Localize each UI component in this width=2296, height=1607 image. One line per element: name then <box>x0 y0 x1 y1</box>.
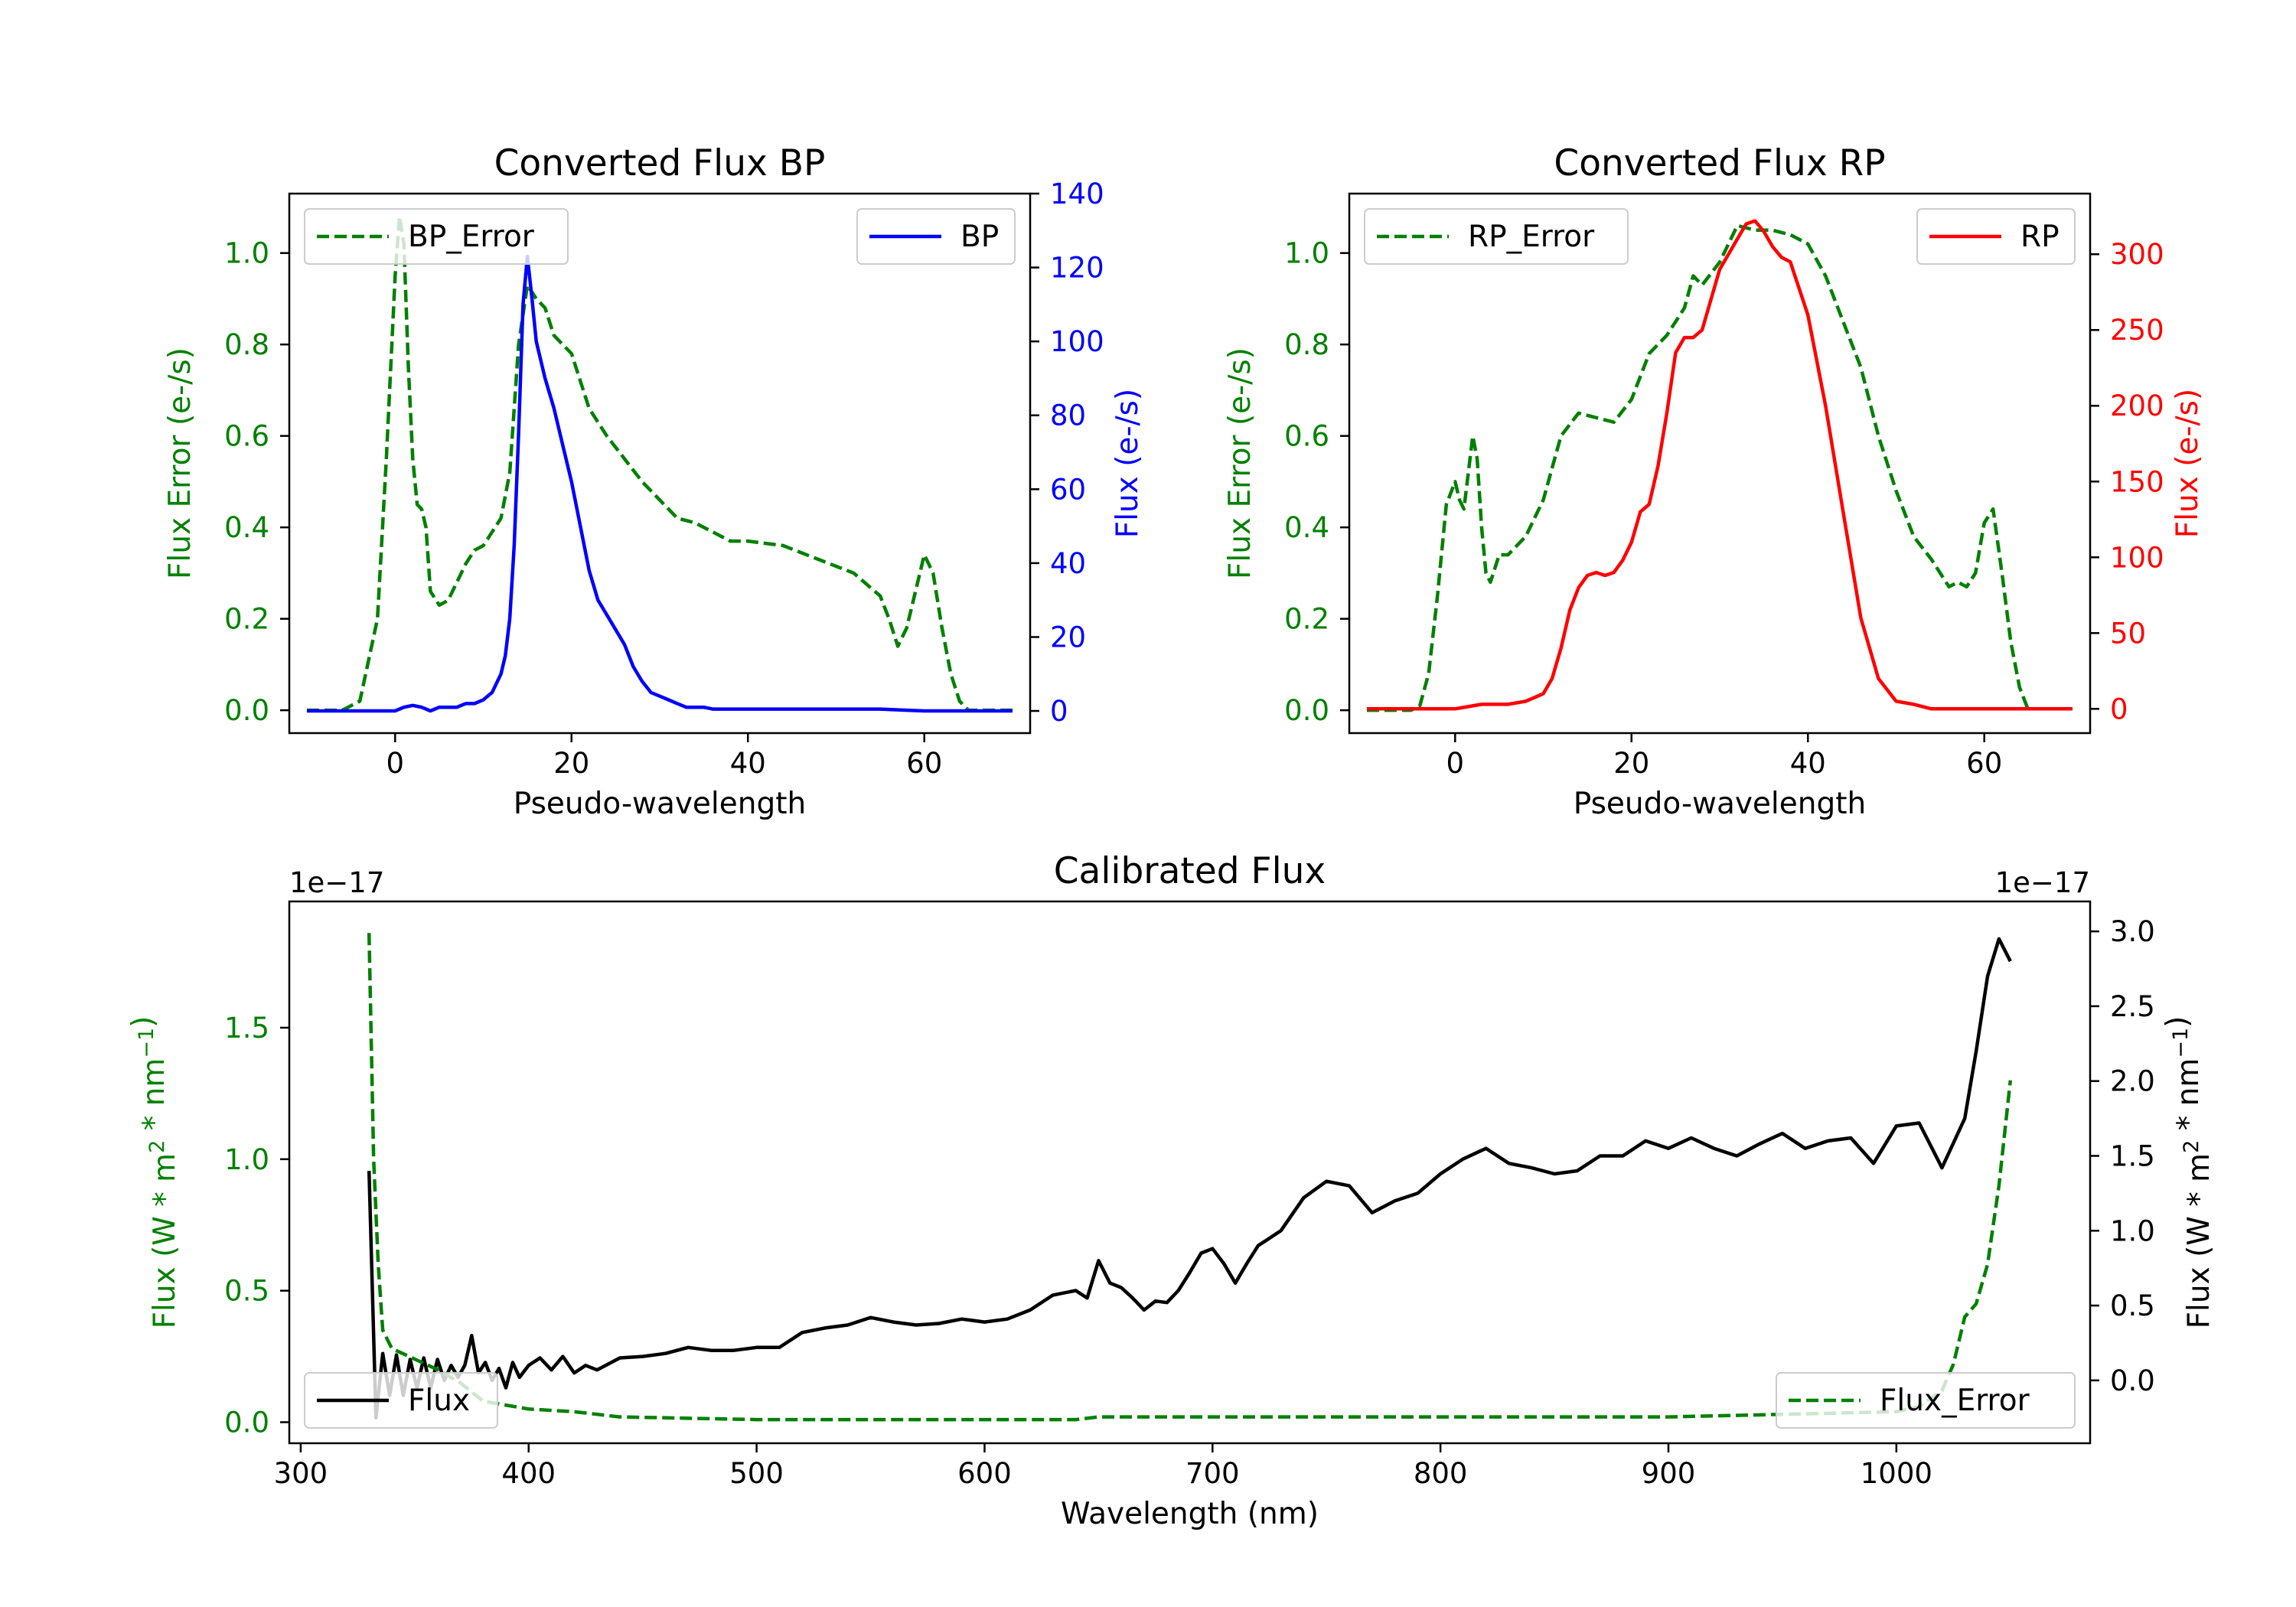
calibrated-left-tick-label: 1.0 <box>224 1143 269 1176</box>
legend-box <box>304 208 569 265</box>
bp-right-axis-label: Flux (e-/s) <box>1110 389 1145 538</box>
rp-x-axis-label: Pseudo-wavelength <box>1574 787 1866 821</box>
rp-legend-rp: RP <box>1916 208 2076 265</box>
calibrated-right-tick-label: 3.0 <box>2110 915 2155 948</box>
rp-series-rp-error-line <box>1367 223 2030 712</box>
bp-series-bp-error-line <box>307 214 1013 712</box>
bp-left-tick-label: 0.0 <box>224 694 269 727</box>
bp-right-tick-label: 40 <box>1050 547 1086 580</box>
legend-label: RP_Error <box>1468 220 1595 254</box>
calibrated-series-flux-error-line <box>367 933 2013 1422</box>
legend-label: Flux_Error <box>1880 1384 2030 1418</box>
rp-left-tick-label: 0.4 <box>1284 511 1329 544</box>
rp-left-tick-label: 0.8 <box>1284 328 1329 361</box>
bp-right-tick-label: 100 <box>1050 325 1104 358</box>
rp-left-tick-label: 0.6 <box>1284 420 1329 453</box>
rp-x-tick-label: 20 <box>1613 747 1649 780</box>
calibrated-left-tick-label: 0.5 <box>224 1275 269 1308</box>
rp-right-tick-label: 200 <box>2110 390 2164 422</box>
calibrated-right-tick-label: 2.5 <box>2110 990 2155 1023</box>
calibrated-panel: Calibrated Flux 300 400 500 600 700 800 900 1000… <box>126 850 2216 1531</box>
rp-x-tick-label: 60 <box>1966 747 2002 780</box>
rp-left-tick-label: 0.0 <box>1284 694 1329 727</box>
rp-series-rp-line <box>1367 219 2073 711</box>
calibrated-plot-frame <box>288 900 2092 1445</box>
bp-left-tick-label: 1.0 <box>224 237 269 270</box>
bp-plot-frame <box>288 192 1032 735</box>
bp-x-tick-label: 20 <box>553 747 589 780</box>
rp-left-tick-label: 0.2 <box>1284 603 1329 636</box>
calibrated-x-tick-label: 900 <box>1642 1457 1696 1490</box>
bp-right-tick-label: 60 <box>1050 473 1086 506</box>
legend-label: BP <box>960 220 999 254</box>
calibrated-x-tick-label: 1000 <box>1861 1457 1932 1490</box>
rp-left-axis-label: Flux Error (e-/s) <box>1223 347 1257 579</box>
rp-plot-frame <box>1348 192 2092 735</box>
bp-legend-bp: BP <box>856 208 1016 265</box>
calibrated-right-scale-label: 1e−17 <box>1995 866 2090 899</box>
legend-label: Flux <box>408 1384 470 1418</box>
bp-panel: Converted Flux BP 0 20 40 60 Pseudo-wavelengt… <box>163 142 1145 821</box>
bp-x-tick-label: 0 <box>386 747 405 780</box>
calibrated-left-scale-label: 1e−17 <box>289 866 384 899</box>
calibrated-legend-flux: Flux <box>304 1372 498 1429</box>
calibrated-legend-flux-error: Flux_Error <box>1776 1372 2076 1429</box>
rp-x-tick-label: 0 <box>1446 747 1465 780</box>
calibrated-x-tick-label: 500 <box>729 1457 784 1490</box>
bp-series-bp-line <box>307 254 1013 713</box>
bp-left-tick-label: 0.6 <box>224 420 269 453</box>
bp-x-tick-label: 40 <box>730 747 766 780</box>
bp-left-tick-label: 0.2 <box>224 603 269 636</box>
bp-right-tick-label: 20 <box>1050 621 1086 654</box>
calibrated-right-tick-label: 0.0 <box>2110 1364 2155 1397</box>
bp-right-tick-label: 80 <box>1050 399 1086 432</box>
rp-panel: Converted Flux RP 0 20 40 60 Pseudo-wavelengt… <box>1223 142 2205 821</box>
calibrated-x-tick-label: 700 <box>1186 1457 1240 1490</box>
rp-right-tick-label: 250 <box>2110 314 2164 347</box>
legend-box <box>304 1372 498 1429</box>
rp-right-axis-label: Flux (e-/s) <box>2170 389 2205 538</box>
bp-x-axis-label: Pseudo-wavelength <box>514 787 806 821</box>
calibrated-chart-title: Calibrated Flux <box>1054 850 1326 892</box>
calibrated-x-axis-label: Wavelength (nm) <box>1061 1497 1319 1531</box>
calibrated-right-tick-label: 1.0 <box>2110 1214 2155 1247</box>
bp-x-tick-label: 60 <box>906 747 942 780</box>
legend-label: RP <box>2020 220 2060 254</box>
calibrated-right-axis-label: Flux (W * m2 * nm−1) <box>2161 1016 2216 1329</box>
rp-right-tick-label: 0 <box>2110 693 2128 725</box>
calibrated-left-tick-label: 0.0 <box>224 1407 269 1439</box>
rp-chart-title: Converted Flux RP <box>1554 142 1885 184</box>
rp-right-tick-label: 150 <box>2110 465 2164 498</box>
legend-box <box>1364 208 1629 265</box>
bp-legend-bp-error: BP_Error <box>304 208 569 265</box>
calibrated-x-tick-label: 800 <box>1414 1457 1468 1490</box>
bp-right-tick-label: 140 <box>1050 178 1104 210</box>
calibrated-series-flux-line <box>367 937 2012 1420</box>
rp-right-tick-label: 100 <box>2110 541 2164 574</box>
calibrated-x-tick-label: 400 <box>501 1457 556 1490</box>
rp-x-tick-label: 40 <box>1790 747 1826 780</box>
calibrated-left-axis-label: Flux (W * m2 * nm−1) <box>126 1016 182 1329</box>
bp-chart-title: Converted Flux BP <box>494 142 826 184</box>
calibrated-x-tick-label: 600 <box>957 1457 1012 1490</box>
calibrated-right-tick-label: 0.5 <box>2110 1289 2155 1322</box>
legend-box <box>1776 1372 2076 1429</box>
bp-right-tick-label: 120 <box>1050 252 1104 285</box>
rp-legend-rp-error: RP_Error <box>1364 208 1629 265</box>
bp-right-tick-label: 0 <box>1050 695 1068 728</box>
bp-left-tick-label: 0.8 <box>224 328 269 361</box>
legend-label: BP_Error <box>408 220 535 254</box>
rp-right-tick-label: 300 <box>2110 238 2164 271</box>
calibrated-left-tick-label: 1.5 <box>224 1012 269 1045</box>
rp-left-tick-label: 1.0 <box>1284 237 1329 270</box>
calibrated-x-tick-label: 300 <box>274 1457 328 1490</box>
bp-left-axis-label: Flux Error (e-/s) <box>163 347 197 579</box>
calibrated-right-tick-label: 2.0 <box>2110 1065 2155 1098</box>
bp-left-tick-label: 0.4 <box>224 511 269 544</box>
calibrated-right-tick-label: 1.5 <box>2110 1139 2155 1172</box>
rp-right-tick-label: 50 <box>2110 617 2146 650</box>
